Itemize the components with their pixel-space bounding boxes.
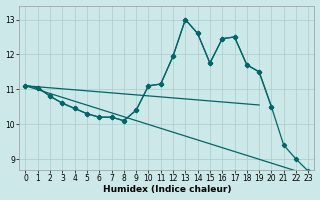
X-axis label: Humidex (Indice chaleur): Humidex (Indice chaleur) — [103, 185, 231, 194]
